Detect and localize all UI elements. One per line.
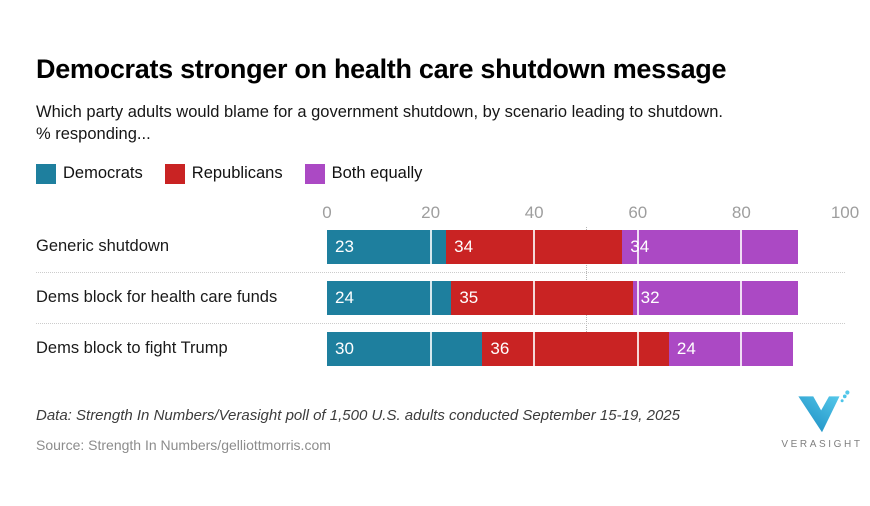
bar-segment-both-equally: 24 — [668, 331, 794, 366]
bar-gridline — [740, 331, 743, 366]
bar-value: 36 — [490, 338, 510, 358]
legend-swatch-republicans — [164, 163, 185, 184]
legend-label: Democrats — [63, 164, 143, 183]
page-title: Democrats stronger on health care shutdo… — [36, 54, 727, 84]
legend: Democrats Republicans Both equally — [36, 163, 845, 184]
legend-swatch-both-equally — [304, 163, 325, 184]
row-label: Dems block for health care funds — [36, 288, 278, 307]
footer: Data: Strength In Numbers/Verasight poll… — [36, 390, 860, 455]
chart-row-dems-block-to-fight-trump: Dems block to fight Trump 30 36 24 — [36, 331, 845, 366]
chart-row-generic-shutdown: Generic shutdown 23 34 34 — [36, 229, 845, 264]
verasight-logo: VERASIGHT — [772, 390, 870, 450]
bar-value: 35 — [459, 287, 479, 307]
verasight-wordmark: VERASIGHT — [781, 438, 863, 450]
data-note: Data: Strength In Numbers/Verasight poll… — [36, 406, 680, 424]
row-label: Dems block to fight Trump — [36, 339, 228, 358]
bar-value: 23 — [335, 236, 354, 256]
x-axis-tick: 100 — [830, 202, 860, 222]
bar-gridline — [740, 280, 743, 315]
x-axis-tick: 60 — [628, 202, 648, 222]
source-note: Source: Strength In Numbers/gelliottmorr… — [36, 436, 331, 453]
x-axis-tick: 0 — [322, 202, 332, 222]
x-axis-tick: 40 — [524, 202, 544, 222]
bar-gridline — [429, 280, 432, 315]
bar-gridline — [636, 331, 639, 366]
separator-line — [36, 271, 845, 273]
row-label: Generic shutdown — [36, 237, 169, 256]
bar-value: 32 — [640, 287, 660, 307]
bar-gridline — [636, 280, 639, 315]
bar-gridline — [429, 331, 432, 366]
bar-segment-both-equally: 34 — [622, 229, 799, 264]
bar-dems-block-to-fight-trump: 30 36 24 — [327, 331, 845, 366]
legend-item-both-equally: Both equally — [304, 163, 423, 184]
bar-value: 24 — [676, 338, 696, 358]
subtitle-line-1: Which party adults would blame for a gov… — [36, 103, 723, 122]
legend-label: Republicans — [191, 164, 283, 183]
legend-item-republicans: Republicans — [164, 163, 283, 184]
bar-value: 34 — [454, 236, 474, 256]
x-axis: 0 20 40 60 80 100 — [322, 202, 859, 222]
x-axis-tick: 20 — [421, 202, 441, 222]
legend-label: Both equally — [331, 164, 423, 183]
row-separator — [36, 315, 845, 332]
bar-segment-both-equally: 32 — [632, 280, 799, 315]
bar-segment-republicans: 36 — [482, 331, 669, 366]
bar-value: 30 — [335, 338, 354, 358]
separator-line — [36, 322, 845, 324]
chart-rows: Generic shutdown 23 34 34 Dems block for hea… — [36, 226, 845, 366]
legend-swatch-democrats — [36, 163, 56, 184]
bar-segment-republicans: 35 — [451, 280, 633, 315]
chart-subtitle: Which party adults would blame for a gov… — [36, 102, 845, 146]
bar-gridline — [533, 280, 536, 315]
bar-gridline — [533, 229, 536, 264]
chart-row-dems-block-for-health-care-funds: Dems block for health care funds 24 35 32 — [36, 280, 845, 315]
row-separator — [36, 264, 845, 281]
bar-gridline — [533, 331, 536, 366]
bar-dems-block-for-health-care-funds: 24 35 32 — [327, 280, 845, 315]
legend-item-democrats: Democrats — [36, 163, 143, 184]
stacked-bar-chart: 0 20 40 60 80 100 Generic shutdown 23 34 34 Dems … — [36, 202, 859, 366]
bar-gridline — [429, 229, 432, 264]
bar-generic-shutdown: 23 34 34 — [327, 229, 845, 264]
bar-gridline — [740, 229, 743, 264]
bar-segment-democrats: 23 — [327, 229, 447, 264]
verasight-logo-icon — [798, 390, 850, 432]
subtitle-line-2: % responding... — [36, 124, 151, 143]
bar-segment-democrats: 24 — [327, 280, 452, 315]
x-axis-tick: 80 — [731, 202, 751, 222]
bar-value: 34 — [630, 236, 650, 256]
bar-segment-democrats: 30 — [327, 331, 483, 366]
bar-gridline — [636, 229, 639, 264]
bar-value: 24 — [335, 287, 354, 307]
